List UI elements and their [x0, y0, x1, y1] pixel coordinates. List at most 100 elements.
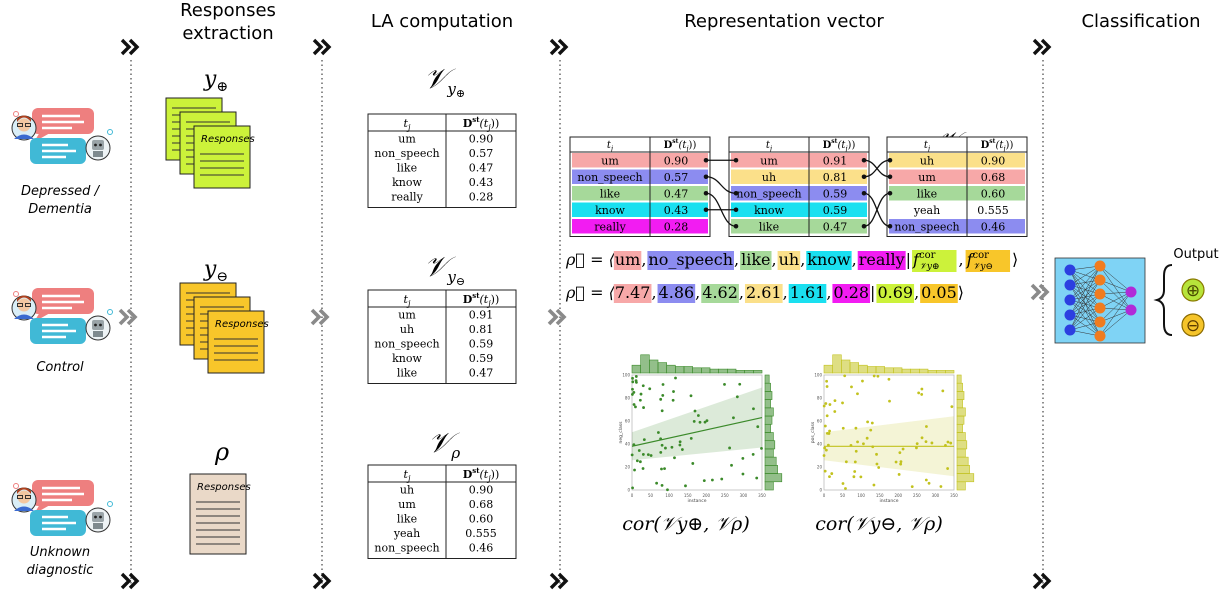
chat-participants-icon: [10, 106, 114, 166]
table-cell-value: 0.90: [469, 133, 494, 146]
scatter-plot-plus: 0 50 100 150 200 250 300 350 0 20 40 60 80 100 instanc…: [618, 354, 783, 504]
table-cell-term: uh: [400, 323, 414, 336]
vector-feature: fcor 𝒱y⊖: [966, 250, 993, 272]
table-cell-term: um: [398, 498, 416, 511]
vector-item: no_speech: [648, 250, 733, 269]
vector-item: 7.47: [615, 283, 651, 302]
la-table-plus: tj Dst(tj)) um 0.90 non_speech 0.57 like 0.47 kn…: [367, 113, 517, 208]
table-cell-value: 0.59: [469, 352, 494, 365]
table-cell-value: 0.60: [469, 513, 494, 526]
neural-network-icon: [1054, 257, 1146, 344]
table-cell-term: like: [759, 221, 779, 234]
tick-label: 200: [702, 493, 710, 498]
svg-text:Dst(tj)): Dst(tj)): [463, 115, 500, 132]
svg-text:,: ,: [695, 283, 700, 302]
svg-text:,: ,: [772, 250, 777, 269]
svg-text:,: ,: [739, 283, 744, 302]
table-cell-value: 0.91: [823, 155, 848, 168]
table-cell-term: know: [392, 352, 422, 365]
chat-participants-icon: [10, 286, 114, 346]
tick-label: 20: [817, 465, 823, 470]
title-classification: Classification: [1081, 11, 1200, 32]
svg-text:|: |: [870, 283, 875, 302]
tick-label: 300: [740, 493, 748, 498]
cor-label-plus: cor(𝒱y⊕, 𝒱ρ): [622, 513, 750, 535]
svg-text:⊕: ⊕: [1186, 281, 1200, 301]
table-cell-value: 0.68: [469, 498, 494, 511]
table-cell-term: like: [600, 188, 620, 201]
table-cell-value: 0.555: [465, 527, 497, 540]
la-table-rho: tj Dst(tj)) uh 0.90 um 0.68 like 0.60 yeah 0.555 n…: [367, 464, 517, 559]
group-unknown-2: diagnostic: [27, 563, 94, 578]
vector-item: like: [741, 250, 770, 269]
table-cell-value: 0.90: [664, 155, 689, 168]
group-depressed-1: Depressed /: [21, 184, 101, 199]
table-cell-value: 0.47: [469, 367, 494, 380]
document-label: Responses: [215, 319, 269, 330]
svg-text:tj: tj: [404, 468, 411, 483]
table-cell-value: 0.57: [664, 171, 689, 184]
tick-label: 100: [665, 493, 673, 498]
svg-text:,: ,: [783, 283, 788, 302]
table-cell-term: non_speech: [374, 147, 439, 160]
svg-text:,: ,: [651, 283, 656, 302]
table-cell-term: uh: [920, 155, 934, 168]
rep-table-rho: tj Dst(tj)) uh 0.90 um 0.68 like 0.60 yeah 0.555 n…: [886, 136, 1028, 237]
tick-label: 350: [758, 493, 766, 498]
vector-item: uh: [779, 250, 800, 269]
vector-item: um: [615, 250, 640, 269]
svg-text:tj: tj: [766, 140, 773, 153]
tick-label: 40: [817, 442, 823, 447]
table-cell-term: know: [392, 176, 422, 189]
table-cell-term: uh: [400, 484, 414, 497]
axis-label: pos_class: [810, 421, 816, 443]
table-cell-value: 0.91: [469, 309, 494, 322]
svg-text:,: ,: [959, 250, 964, 269]
table-cell-term: um: [601, 155, 619, 168]
tick-label: 250: [721, 493, 729, 498]
table-cell-term: non_speech: [577, 171, 642, 184]
table-cell-value: 0.68: [981, 171, 1006, 184]
table-cell-term: really: [391, 191, 423, 204]
svg-text:tj: tj: [404, 293, 411, 308]
title-la-computation: LA computation: [371, 11, 513, 32]
svg-text:,: ,: [914, 283, 919, 302]
title-extraction-2: extraction: [182, 23, 273, 44]
la-table-minus: tj Dst(tj)) um 0.91 uh 0.81 non_speech 0.59 know…: [367, 289, 517, 384]
tick-label: 100: [857, 493, 865, 498]
table-cell-value: 0.57: [469, 147, 494, 160]
table-cell-term: yeah: [393, 527, 420, 540]
svg-text:⊖: ⊖: [1186, 316, 1200, 336]
svg-text:,: ,: [800, 250, 805, 269]
vector-terms-row: ρ⃗ = ⟨ um, no_speech, like, uh, know, really | f…: [565, 250, 1018, 272]
vector-item: 1.61: [790, 283, 826, 302]
svg-text:Dst(tj)): Dst(tj)): [463, 466, 500, 483]
table-cell-term: uh: [762, 171, 776, 184]
svg-text:ρ⃗ = ⟨: ρ⃗ = ⟨: [565, 283, 616, 302]
tick-label: 100: [622, 373, 630, 378]
document-label: Responses: [201, 134, 255, 145]
rep-table-minus: tj Dst(tj)) um 0.91 uh 0.81 non_speech 0.59 know…: [728, 136, 870, 237]
table-cell-term: um: [760, 155, 778, 168]
rep-table-plus: tj Dst(tj)) um 0.90 non_speech 0.57 like 0.47 kn…: [569, 136, 711, 237]
table-cell-value: 0.46: [981, 221, 1006, 234]
cor-label-minus: cor(𝒱y⊖, 𝒱ρ): [815, 513, 943, 535]
table-cell-term: um: [398, 309, 416, 322]
tick-label: 20: [625, 465, 631, 470]
svg-text:tj: tj: [924, 140, 931, 153]
tick-label: 60: [817, 419, 823, 424]
svg-text:ρ: ρ: [214, 438, 229, 466]
svg-text:y⊖: y⊖: [203, 257, 228, 285]
table-cell-term: know: [595, 204, 625, 217]
table-cell-value: 0.46: [469, 542, 494, 555]
tick-label: 150: [684, 493, 692, 498]
output-positive-icon: ⊕: [1181, 278, 1205, 302]
table-cell-value: 0.47: [469, 162, 494, 175]
responses-minus: y⊖ Responses: [179, 257, 269, 374]
responses-plus: y⊕ Responses: [165, 67, 255, 189]
svg-text:Dst(tj)): Dst(tj)): [664, 138, 697, 153]
svg-text:,: ,: [734, 250, 739, 269]
svg-text:,: ,: [826, 283, 831, 302]
table-cell-value: 0.555: [977, 204, 1009, 217]
vector-item: 4.86: [659, 283, 695, 302]
